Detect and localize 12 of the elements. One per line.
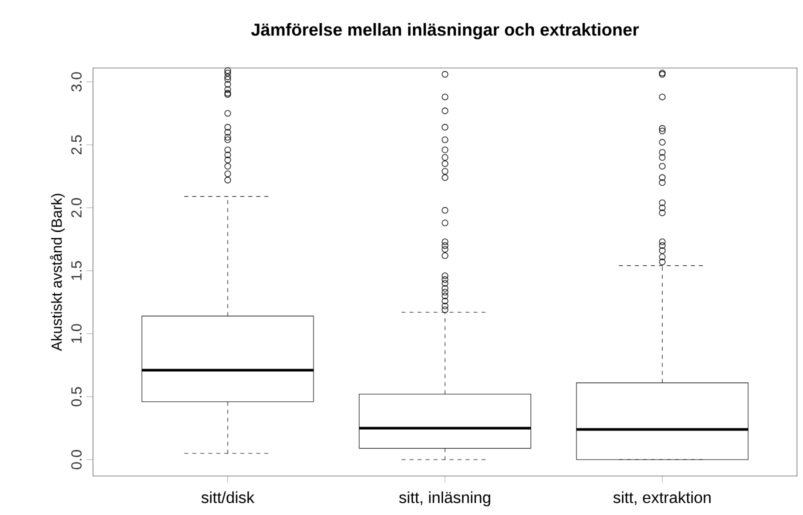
y-tick-label: 1.0 (71, 324, 82, 343)
y-tick-label: 0.5 (71, 387, 82, 406)
y-tick-label: 1.5 (71, 261, 82, 280)
y-tick-label: 3.0 (71, 72, 82, 92)
y-tick-label: 0.0 (71, 450, 82, 470)
chart-title: Jämförelse mellan inläsningar och extraktioner (251, 23, 639, 40)
y-tick-label: 2.0 (71, 198, 82, 218)
x-tick-label: sitt/disk (201, 491, 254, 504)
x-tick-label: sitt, extraktion (613, 491, 711, 506)
y-axis-title: Akustiskt avstånd (Bark) (50, 194, 65, 352)
y-tick-label: 2.5 (71, 135, 82, 154)
x-tick-label: sitt, inläsning (399, 491, 490, 506)
